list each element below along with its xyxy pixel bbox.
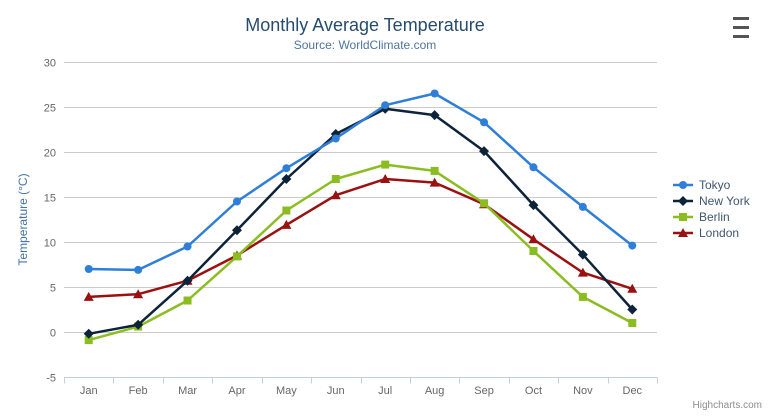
x-tick-label: Apr — [228, 385, 245, 397]
y-axis-title: Temperature (°C) — [16, 173, 30, 265]
circle-marker-icon — [673, 181, 693, 189]
point-new-york-may[interactable] — [281, 174, 292, 184]
legend-label: London — [699, 226, 740, 240]
x-tick-label: Oct — [525, 385, 542, 397]
point-berlin-oct[interactable] — [529, 247, 538, 255]
point-berlin-jul[interactable] — [381, 160, 390, 169]
point-tokyo-aug[interactable] — [430, 89, 439, 98]
point-london-oct[interactable] — [528, 234, 539, 244]
point-new-york-oct[interactable] — [528, 200, 539, 211]
credits-link[interactable]: Highcharts.com — [692, 400, 762, 411]
point-tokyo-nov[interactable] — [578, 202, 587, 211]
point-new-york-sep[interactable] — [479, 146, 490, 157]
point-tokyo-sep[interactable] — [480, 118, 489, 127]
legend-item-new-york[interactable]: New York — [672, 193, 750, 209]
point-berlin-dec[interactable] — [628, 319, 637, 327]
point-berlin-jun[interactable] — [331, 175, 340, 183]
point-new-york-jan[interactable] — [83, 328, 94, 339]
point-tokyo-feb[interactable] — [134, 265, 143, 274]
y-tick-label: 30 — [44, 58, 56, 70]
series-line-tokyo — [87, 92, 634, 272]
hamburger-icon — [733, 17, 749, 38]
x-tick-label: Nov — [573, 385, 593, 397]
y-tick-label: 25 — [44, 103, 56, 115]
point-tokyo-dec[interactable] — [628, 241, 637, 250]
point-london-aug[interactable] — [429, 177, 440, 187]
legend: Tokyo New York Berlin London — [672, 177, 750, 241]
legend-label: Berlin — [699, 210, 730, 224]
export-menu-button[interactable] — [729, 13, 753, 42]
point-berlin-sep[interactable] — [480, 199, 489, 208]
x-tick-label: Aug — [425, 385, 445, 397]
y-tick-label: 5 — [50, 283, 56, 295]
x-tick-label: Dec — [623, 385, 643, 397]
point-berlin-aug[interactable] — [430, 166, 439, 175]
series-tokyo — [84, 89, 637, 274]
legend-item-tokyo[interactable]: Tokyo — [672, 177, 750, 193]
x-tick-label: Jan — [80, 385, 98, 397]
point-tokyo-oct[interactable] — [529, 163, 538, 172]
square-marker-icon — [673, 213, 693, 221]
point-new-york-apr[interactable] — [231, 225, 242, 236]
point-london-nov[interactable] — [577, 267, 588, 277]
series-line-berlin — [87, 163, 634, 342]
point-berlin-apr[interactable] — [232, 252, 241, 261]
legend-item-berlin[interactable]: Berlin — [672, 209, 750, 225]
point-tokyo-jan[interactable] — [84, 265, 93, 273]
point-new-york-aug[interactable] — [429, 110, 440, 121]
chart-title: Monthly Average Temperature — [245, 15, 485, 35]
point-tokyo-jul[interactable] — [381, 101, 390, 110]
x-tick-label: Jun — [327, 385, 345, 397]
point-tokyo-may[interactable] — [282, 164, 291, 173]
x-tick-label: Sep — [474, 385, 494, 397]
y-tick-label: 15 — [44, 193, 56, 205]
triangle-marker-icon — [673, 228, 693, 237]
point-london-jan[interactable] — [83, 291, 94, 301]
x-tick-label: Jul — [378, 385, 392, 397]
point-london-dec[interactable] — [627, 283, 638, 293]
legend-label: Tokyo — [699, 178, 731, 192]
y-tick-label: 0 — [50, 328, 56, 340]
point-new-york-feb[interactable] — [133, 319, 144, 330]
diamond-marker-icon — [673, 196, 693, 206]
y-tick-label: -5 — [46, 373, 56, 385]
point-tokyo-mar[interactable] — [183, 242, 192, 251]
point-berlin-jan[interactable] — [84, 336, 93, 345]
point-new-york-dec[interactable] — [627, 304, 638, 315]
series-berlin — [84, 160, 637, 345]
y-tick-label: 10 — [44, 238, 56, 250]
point-berlin-may[interactable] — [282, 206, 291, 215]
series-new-york — [83, 103, 638, 339]
series-line-london — [87, 177, 634, 299]
point-tokyo-jun[interactable] — [331, 134, 340, 143]
x-tick-label: Mar — [178, 385, 197, 397]
point-tokyo-apr[interactable] — [232, 197, 241, 206]
point-london-feb[interactable] — [133, 289, 144, 299]
point-new-york-nov[interactable] — [577, 249, 588, 260]
series-line-new-york — [87, 107, 634, 336]
point-berlin-mar[interactable] — [183, 296, 192, 305]
x-tick-label: Feb — [129, 385, 148, 397]
point-berlin-nov[interactable] — [578, 292, 587, 301]
point-london-jul[interactable] — [380, 174, 391, 183]
y-tick-label: 20 — [44, 148, 56, 160]
x-tick-label: May — [276, 385, 297, 397]
point-london-may[interactable] — [281, 219, 292, 229]
legend-label: New York — [699, 194, 750, 208]
point-new-york-mar[interactable] — [182, 275, 193, 286]
series-london — [83, 174, 638, 301]
point-london-jun[interactable] — [330, 190, 341, 200]
legend-item-london[interactable]: London — [672, 225, 750, 241]
chart-subtitle: Source: WorldClimate.com — [293, 38, 437, 52]
